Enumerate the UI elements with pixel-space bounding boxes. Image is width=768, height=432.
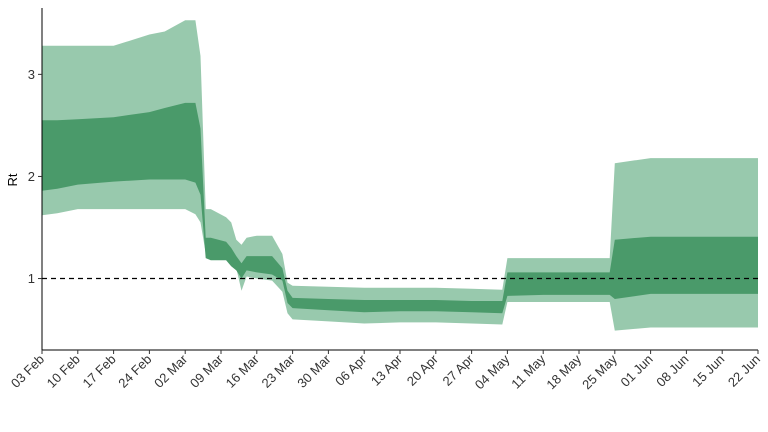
x-tick-label: 13 Apr [368, 351, 406, 389]
x-tick-label: 18 May [543, 351, 584, 392]
x-tick-label: 09 Mar [187, 351, 227, 391]
x-tick-label: 08 Jun [653, 352, 691, 390]
x-tick-label: 24 Feb [115, 352, 154, 391]
x-tick-label: 04 May [472, 351, 513, 392]
x-tick-label: 22 Jun [725, 352, 763, 390]
x-tick-label: 17 Feb [79, 352, 118, 391]
x-tick-label: 27 Apr [440, 351, 478, 389]
y-tick-label: 3 [28, 67, 35, 82]
x-tick-label: 16 Mar [223, 351, 263, 391]
x-tick-label: 10 Feb [44, 352, 83, 391]
y-axis-title: Rt [5, 173, 20, 186]
x-tick-label: 11 May [508, 351, 548, 391]
y-tick-label: 2 [28, 169, 35, 184]
rt-bands [42, 20, 758, 331]
inner-credible-band [42, 102, 758, 314]
x-tick-label: 23 Mar [258, 351, 298, 391]
x-tick-label: 25 May [579, 351, 620, 392]
x-tick-label: 02 Mar [151, 351, 191, 391]
x-tick-label: 30 Mar [294, 351, 334, 391]
x-tick-label: 01 Jun [618, 352, 656, 390]
y-axis-ticks: 1 2 3 [28, 67, 42, 286]
x-tick-label: 03 Feb [8, 352, 47, 391]
x-tick-label: 15 Jun [689, 352, 727, 390]
x-tick-label: 20 Apr [404, 351, 442, 389]
y-tick-label: 1 [28, 271, 35, 286]
x-tick-label: 06 Apr [332, 351, 370, 389]
